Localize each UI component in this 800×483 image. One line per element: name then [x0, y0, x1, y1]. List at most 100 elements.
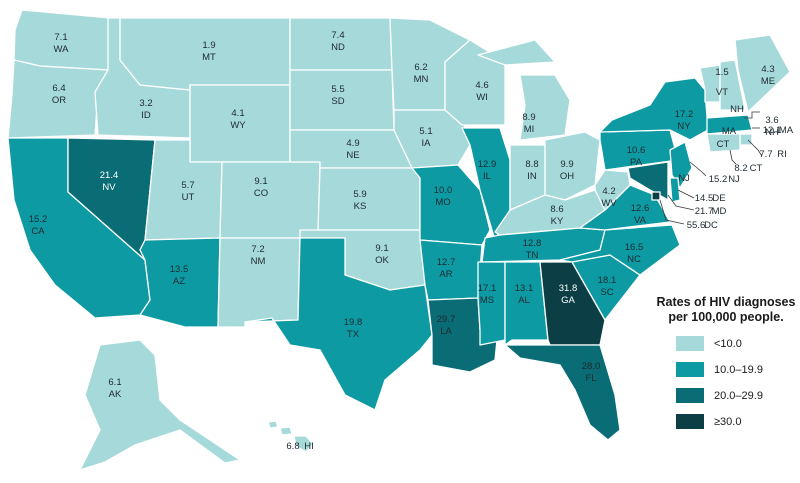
label-OK-rate: 9.1: [375, 243, 388, 254]
label-ID-abbr: ID: [141, 110, 151, 121]
label-ND-rate: 7.4: [331, 30, 344, 41]
legend-label-30-plus: ≥30.0: [714, 415, 742, 428]
label-leader-lines: [659, 111, 763, 225]
state-HI[interactable]: [267, 420, 314, 453]
label-NE-rate: 4.9: [346, 138, 359, 149]
state-CT[interactable]: [706, 133, 741, 153]
label-IN-rate: 8.8: [525, 159, 538, 170]
legend-label-20-29: 20.0–29.9: [714, 389, 763, 402]
label-ME-rate: 4.3: [761, 64, 774, 75]
state-AK[interactable]: [79, 339, 241, 471]
state-MA[interactable]: [706, 114, 753, 135]
state-MI[interactable]: [477, 39, 571, 141]
label-NY-abbr: NY: [677, 121, 691, 132]
label-DC-rate: 55.6: [687, 220, 706, 231]
state-NH[interactable]: [719, 59, 746, 111]
label-CT-name: CT: [750, 163, 763, 174]
label-CT-rate: 8.2: [734, 163, 747, 174]
label-GA-rate: 31.8: [559, 283, 578, 294]
label-SC-rate: 18.1: [598, 275, 617, 286]
label-SD-abbr: SD: [331, 96, 344, 107]
legend-item-20-29: 20.0–29.9: [656, 388, 800, 403]
label-FL-rate: 28.0: [582, 361, 601, 372]
label-VA-rate: 12.6: [631, 203, 650, 214]
label-AZ-abbr: AZ: [173, 276, 185, 287]
label-NJ-abbr: NJ: [678, 173, 690, 184]
label-GA-abbr: GA: [561, 295, 575, 306]
state-ME[interactable]: [734, 34, 791, 113]
state-KS[interactable]: [317, 167, 421, 231]
state-NE[interactable]: [289, 129, 413, 169]
label-CO-rate: 9.1: [254, 176, 267, 187]
label-SD-rate: 5.5: [331, 84, 344, 95]
label-IL-abbr: IL: [483, 171, 491, 182]
label-KY-rate: 8.6: [550, 204, 563, 215]
label-IL-rate: 12.9: [478, 159, 497, 170]
legend-item-under-10: <10.0: [656, 336, 800, 351]
state-DC[interactable]: [651, 191, 661, 201]
label-ID-rate: 3.2: [139, 98, 152, 109]
label-WA-rate: 7.1: [54, 32, 67, 43]
label-MD-rate: 21.7: [695, 206, 714, 217]
state-RI[interactable]: [739, 133, 753, 146]
label-CA-abbr: CA: [31, 226, 45, 237]
label-ND-abbr: ND: [331, 42, 345, 53]
label-AZ-rate: 13.5: [170, 264, 189, 275]
label-MA-name: MA: [779, 125, 794, 136]
label-UT-rate: 5.7: [181, 180, 194, 191]
label-RI-abbr: RI: [777, 149, 787, 160]
state-VT[interactable]: [699, 64, 721, 103]
state-DE[interactable]: [669, 177, 681, 203]
state-NC[interactable]: [559, 224, 681, 276]
state-NY[interactable]: [599, 77, 709, 141]
label-NM-rate: 7.2: [251, 244, 264, 255]
legend-swatch-20-29: [676, 388, 704, 403]
label-TX-rate: 19.8: [344, 317, 363, 328]
label-OR-rate: 6.4: [52, 83, 65, 94]
label-WI-rate: 4.6: [475, 80, 488, 91]
legend-title-line-2: per 100,000 people.: [668, 310, 784, 324]
state-NJ[interactable]: [669, 141, 693, 189]
label-WY-abbr: WY: [230, 120, 246, 131]
label-MO-abbr: MO: [435, 197, 450, 208]
label-CO-abbr: CO: [254, 188, 268, 199]
label-ME-abbr: ME: [761, 76, 775, 87]
label-NC-abbr: NC: [627, 254, 641, 265]
legend-item-30-plus: ≥30.0: [656, 414, 800, 429]
label-NC-rate: 16.5: [625, 242, 644, 253]
label-KS-rate: 5.9: [353, 189, 366, 200]
label-OR-abbr: OR: [52, 95, 66, 106]
label-KS-abbr: KS: [354, 201, 367, 212]
legend-swatch-under-10: [676, 336, 704, 351]
state-CO[interactable]: [219, 161, 321, 239]
label-NE-abbr: NE: [346, 150, 359, 161]
label-HI-rate: 6.8: [286, 441, 299, 452]
label-AK-abbr: AK: [109, 389, 122, 400]
state-shapes: [7, 9, 791, 471]
label-OK-abbr: OK: [375, 255, 389, 266]
label-MD-abbr: MD: [712, 206, 727, 217]
state-labels: 7.1 WA 6.4 OR 15.2 CA 21.4 NV 3.2 ID 1.9…: [29, 30, 794, 452]
label-AR-abbr: AR: [439, 269, 452, 280]
label-NH-abbr: NH: [730, 104, 744, 115]
label-IN-abbr: IN: [527, 171, 537, 182]
state-AL[interactable]: [504, 261, 549, 346]
state-TX[interactable]: [244, 237, 433, 411]
label-AL-rate: 13.1: [515, 283, 534, 294]
label-MT-abbr: MT: [202, 52, 216, 63]
label-LA-abbr: LA: [440, 326, 452, 337]
label-KY-abbr: KY: [551, 216, 564, 227]
state-WI[interactable]: [444, 39, 506, 126]
label-NH-rate: 3.6: [765, 115, 778, 126]
legend-label-under-10: <10.0: [714, 337, 742, 350]
label-AR-rate: 12.7: [437, 257, 456, 268]
label-WV-rate: 4.2: [602, 186, 615, 197]
label-HI-abbr: HI: [304, 441, 314, 452]
legend-title-line-1: Rates of HIV diagnoses: [656, 295, 796, 309]
label-MN-rate: 6.2: [414, 62, 427, 73]
label-NV-rate: 21.4: [100, 170, 119, 181]
state-FL[interactable]: [504, 344, 621, 441]
legend-item-10-19: 10.0–19.9: [656, 362, 800, 377]
label-OH-abbr: OH: [560, 171, 574, 182]
label-MS-rate: 17.1: [478, 283, 497, 294]
